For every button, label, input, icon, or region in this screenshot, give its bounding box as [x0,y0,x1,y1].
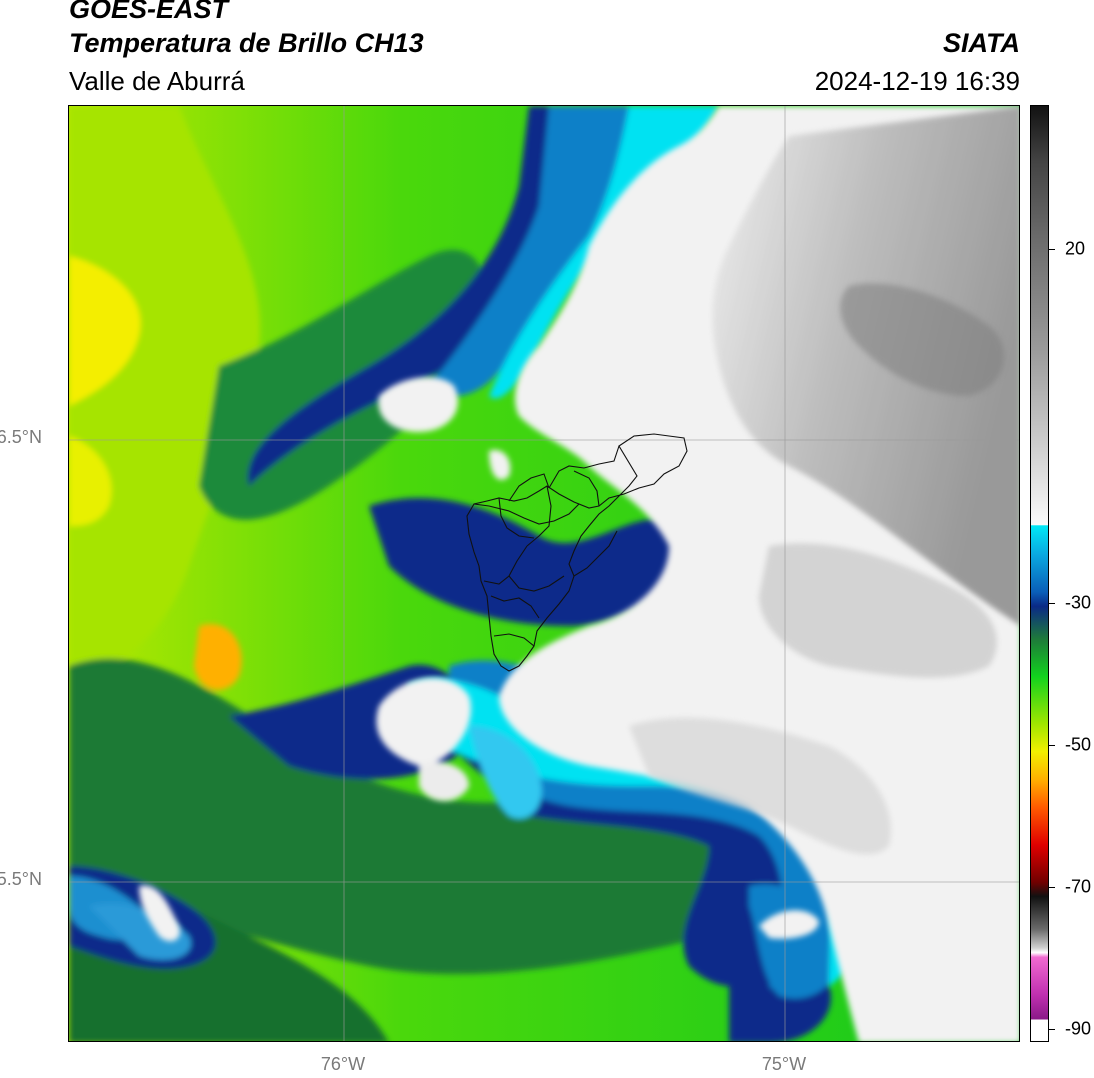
satellite-map[interactable] [68,105,1020,1042]
brand-label: SIATA [943,28,1020,58]
yellow-patch-area [69,256,141,406]
navy-band-area [247,106,631,486]
region-subtitle: Valle de Aburrá [69,66,245,96]
isolated-cloud-patch [378,377,458,432]
colorbar-label-minus-30: -30 [1065,592,1092,613]
lat-label-6-5: 6.5°N [0,427,42,447]
lon-label-76: 76°W [320,1054,366,1074]
colorbar-label-20: 20 [1065,238,1086,259]
satellite-title: GOES-EAST [69,0,229,24]
colorbar-tick [1049,603,1055,604]
colorbar-label-minus-90: -90 [1065,1018,1092,1039]
municipal-boundaries [466,433,688,672]
colorbar-tick [1049,249,1055,250]
colorbar-label-minus-50: -50 [1065,734,1092,755]
colorbar [1030,105,1049,1042]
lat-label-5-5: 5.5°N [0,869,42,889]
product-title: Temperatura de Brillo CH13 [69,28,424,58]
colorbar-label-minus-70: -70 [1065,876,1092,897]
datetime-label: 2024-12-19 16:39 [814,66,1020,96]
graticule-lines [69,106,1019,1041]
lon-label-75: 75°W [761,1054,807,1074]
brightness-temperature-image [69,106,1019,1041]
colorbar-tick [1049,887,1055,888]
colorbar-tick [1049,745,1055,746]
colorbar-tick [1049,1029,1055,1030]
lime-band-area [69,106,261,686]
